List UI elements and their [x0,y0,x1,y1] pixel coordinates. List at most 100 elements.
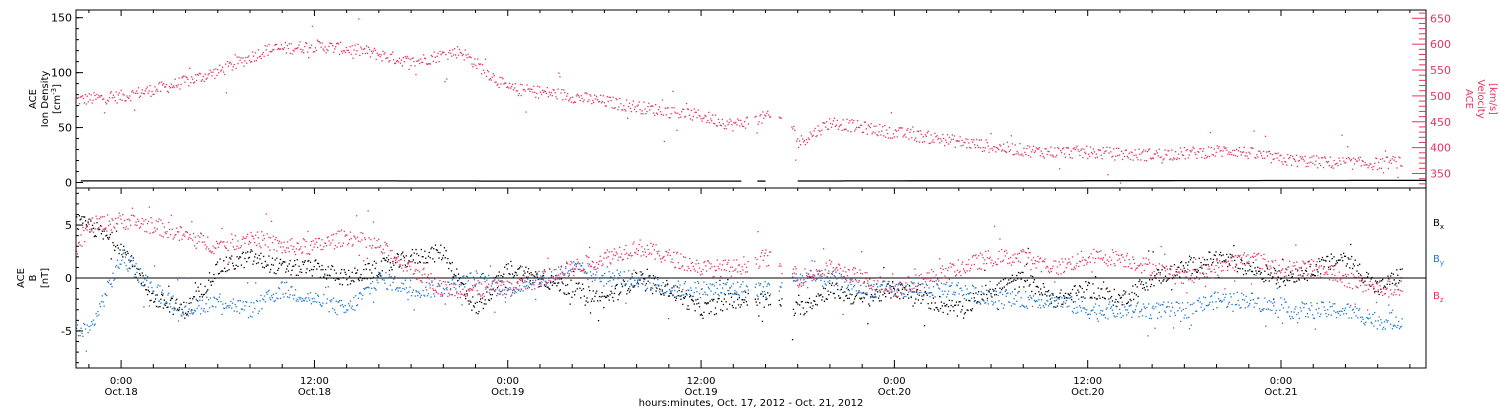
bx-point [398,266,400,268]
by-point [908,285,911,288]
velocity-point [1179,147,1182,149]
bz-point [276,250,278,252]
bx-point [408,260,410,262]
bz-point [620,256,622,258]
by-point [1069,297,1071,299]
velocity-point [1148,148,1151,150]
bz-point [202,235,204,237]
bx-point [1066,297,1068,299]
by-point [1006,292,1008,295]
bx-point [1319,260,1321,263]
bz-point [144,230,146,233]
velocity-point [1226,149,1228,151]
velocity-point [981,150,983,152]
by-point [616,269,618,271]
by-point [1134,309,1137,311]
bx-point [223,260,225,262]
velocity-point [919,130,922,132]
bz-point [548,280,550,282]
velocity-point [335,46,337,48]
bx-point [98,228,100,231]
by-point [566,272,569,274]
velocity-point [181,77,183,79]
by-point [1335,316,1338,319]
velocity-point [1219,150,1221,152]
by-point [224,302,227,305]
by-point [640,274,642,276]
bx-point [1215,251,1217,253]
bx-point [1234,259,1236,262]
bx-point [426,261,429,264]
velocity-point [360,46,362,48]
bx-point [497,275,500,277]
velocity-point [466,57,468,59]
by-point [1347,303,1349,305]
velocity-point [1074,149,1076,151]
by-point [449,288,452,290]
velocity-point [932,139,934,141]
by-point [895,283,897,285]
bx-point [309,270,311,272]
by-point [1338,310,1340,312]
bx-point [340,269,343,271]
bx-point [1220,255,1223,257]
by-point [341,304,344,306]
velocity-point [759,115,761,117]
by-point [431,280,433,282]
velocity-point [1090,151,1093,154]
by-point [1104,317,1106,319]
bx-point [690,295,692,297]
bz-point [543,270,546,272]
by-point [922,283,924,285]
bx-point [321,264,323,267]
velocity-point [228,62,230,64]
by-point [1302,302,1304,305]
bx-point [519,267,521,269]
bx-point [1384,286,1386,288]
bx-point [1251,270,1254,273]
velocity-point [137,87,140,89]
velocity-point [467,53,469,55]
by-point [547,281,549,284]
bx-point [868,303,870,305]
by-point [1256,302,1258,305]
by-point [668,288,671,291]
velocity-point [729,118,731,120]
bx-point [733,301,735,303]
by-point [309,292,312,294]
by-point [577,268,579,270]
bx-point [1320,259,1323,261]
velocity-point [1162,159,1164,161]
velocity-point [153,93,155,95]
velocity-point [1024,151,1026,153]
by-point [1247,306,1249,308]
bx-point [1382,287,1385,289]
velocity-point [707,119,709,122]
velocity-point [392,51,394,53]
by-point [533,275,535,277]
bx-point [877,291,879,293]
by-point [671,289,673,292]
velocity-point [305,42,307,44]
bx-point [1073,285,1075,287]
by-point [892,286,895,288]
by-point [1063,301,1065,303]
bx-point [1351,267,1354,270]
by-point [1263,308,1265,310]
bx-point [490,298,492,300]
velocity-point [143,93,145,95]
bz-point [372,221,375,223]
bz-point [402,270,405,272]
by-point [867,282,869,284]
bx-point [138,273,141,275]
by-point [542,279,545,281]
bz-point [550,280,552,282]
by-point [517,282,519,285]
by-point [794,280,796,282]
bx-point [156,294,158,296]
by-point [565,266,567,268]
velocity-point [887,137,890,139]
velocity-point [590,95,592,97]
by-point [970,291,972,294]
by-point [822,277,825,279]
